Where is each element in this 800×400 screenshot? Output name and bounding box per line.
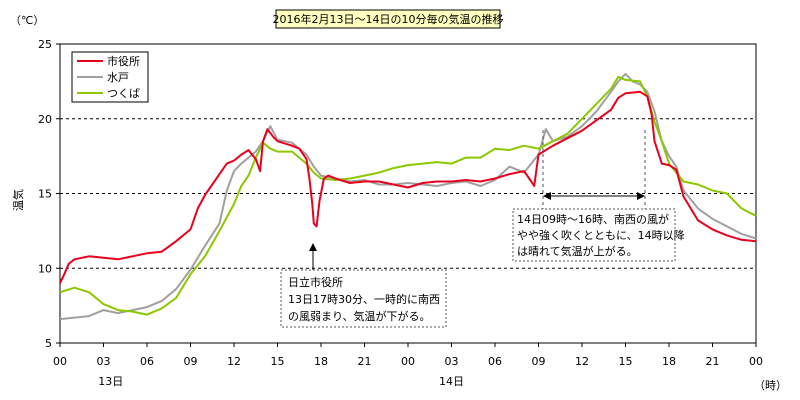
wind-note-line-1: 14日09時～16時、南西の風が: [517, 212, 669, 226]
x-tick-label: 00: [749, 355, 763, 368]
x-tick-label: 03: [445, 355, 459, 368]
y-unit: （℃）: [10, 14, 44, 27]
dip-annotation: 日立市役所 13日17時30分、一時的に南西 の風弱まり、気温が下がる。: [280, 243, 447, 328]
x-tick-label: 18: [314, 355, 328, 368]
series-line-mito: [59, 72, 757, 321]
x-tick-label: 00: [401, 355, 415, 368]
x-tick-label: 12: [227, 355, 241, 368]
x-day-label: 13日: [98, 375, 123, 388]
x-tick-label: 12: [575, 355, 589, 368]
x-tick-label: 03: [97, 355, 111, 368]
chart-title: 2016年2月13日～14日の10分毎の気温の推移: [273, 12, 504, 26]
title-box: [275, 9, 501, 29]
x-tick-label: 06: [140, 355, 154, 368]
x-tick-label: 21: [358, 355, 372, 368]
legend-label-tsukuba: つくば: [107, 87, 140, 100]
y-axis-label: 温気: [11, 189, 25, 211]
x-tick-label: 06: [488, 355, 502, 368]
period-arrowhead-left: [543, 192, 551, 200]
y-tick-label: 20: [38, 113, 52, 126]
series-line-city-hall: [59, 90, 757, 284]
legend-label-mito: 水戸: [107, 71, 129, 84]
y-tick-label: 5: [45, 337, 52, 350]
dip-arrowhead: [309, 243, 317, 251]
x-tick-label: 18: [662, 355, 676, 368]
y-tick-label: 15: [38, 188, 52, 201]
dip-note-line-2: 13日17時30分、一時的に南西: [288, 292, 440, 306]
wind-note-line-3: は晴れて気温が上がる。: [517, 244, 638, 258]
x-day-label: 14日: [439, 375, 464, 388]
legend: 市役所 水戸 つくば: [71, 51, 149, 103]
y-tick-label: 25: [38, 38, 52, 51]
x-unit: （時）: [754, 379, 787, 392]
x-tick-label: 21: [706, 355, 720, 368]
x-tick-label: 09: [184, 355, 198, 368]
x-tick-label: 09: [532, 355, 546, 368]
x-tick-label: 15: [619, 355, 633, 368]
dip-note-line-3: の風弱まり、気温が下がる。: [288, 309, 431, 323]
x-tick-label: 15: [271, 355, 285, 368]
legend-label-city-hall: 市役所: [107, 54, 140, 68]
dip-note-box: [280, 269, 447, 328]
period-arrowhead-right: [637, 192, 645, 200]
wind-note-line-2: やや強く吹くとともに、14時以降: [517, 228, 685, 242]
wind-note-box: [512, 208, 676, 262]
y-tick-label: 10: [38, 262, 52, 275]
x-tick-label: 00: [53, 355, 67, 368]
wind-annotation: 14日09時～16時、南西の風が やや強く吹くとともに、14時以降 は晴れて気温…: [512, 130, 685, 262]
dip-note-line-1: 日立市役所: [288, 275, 343, 289]
